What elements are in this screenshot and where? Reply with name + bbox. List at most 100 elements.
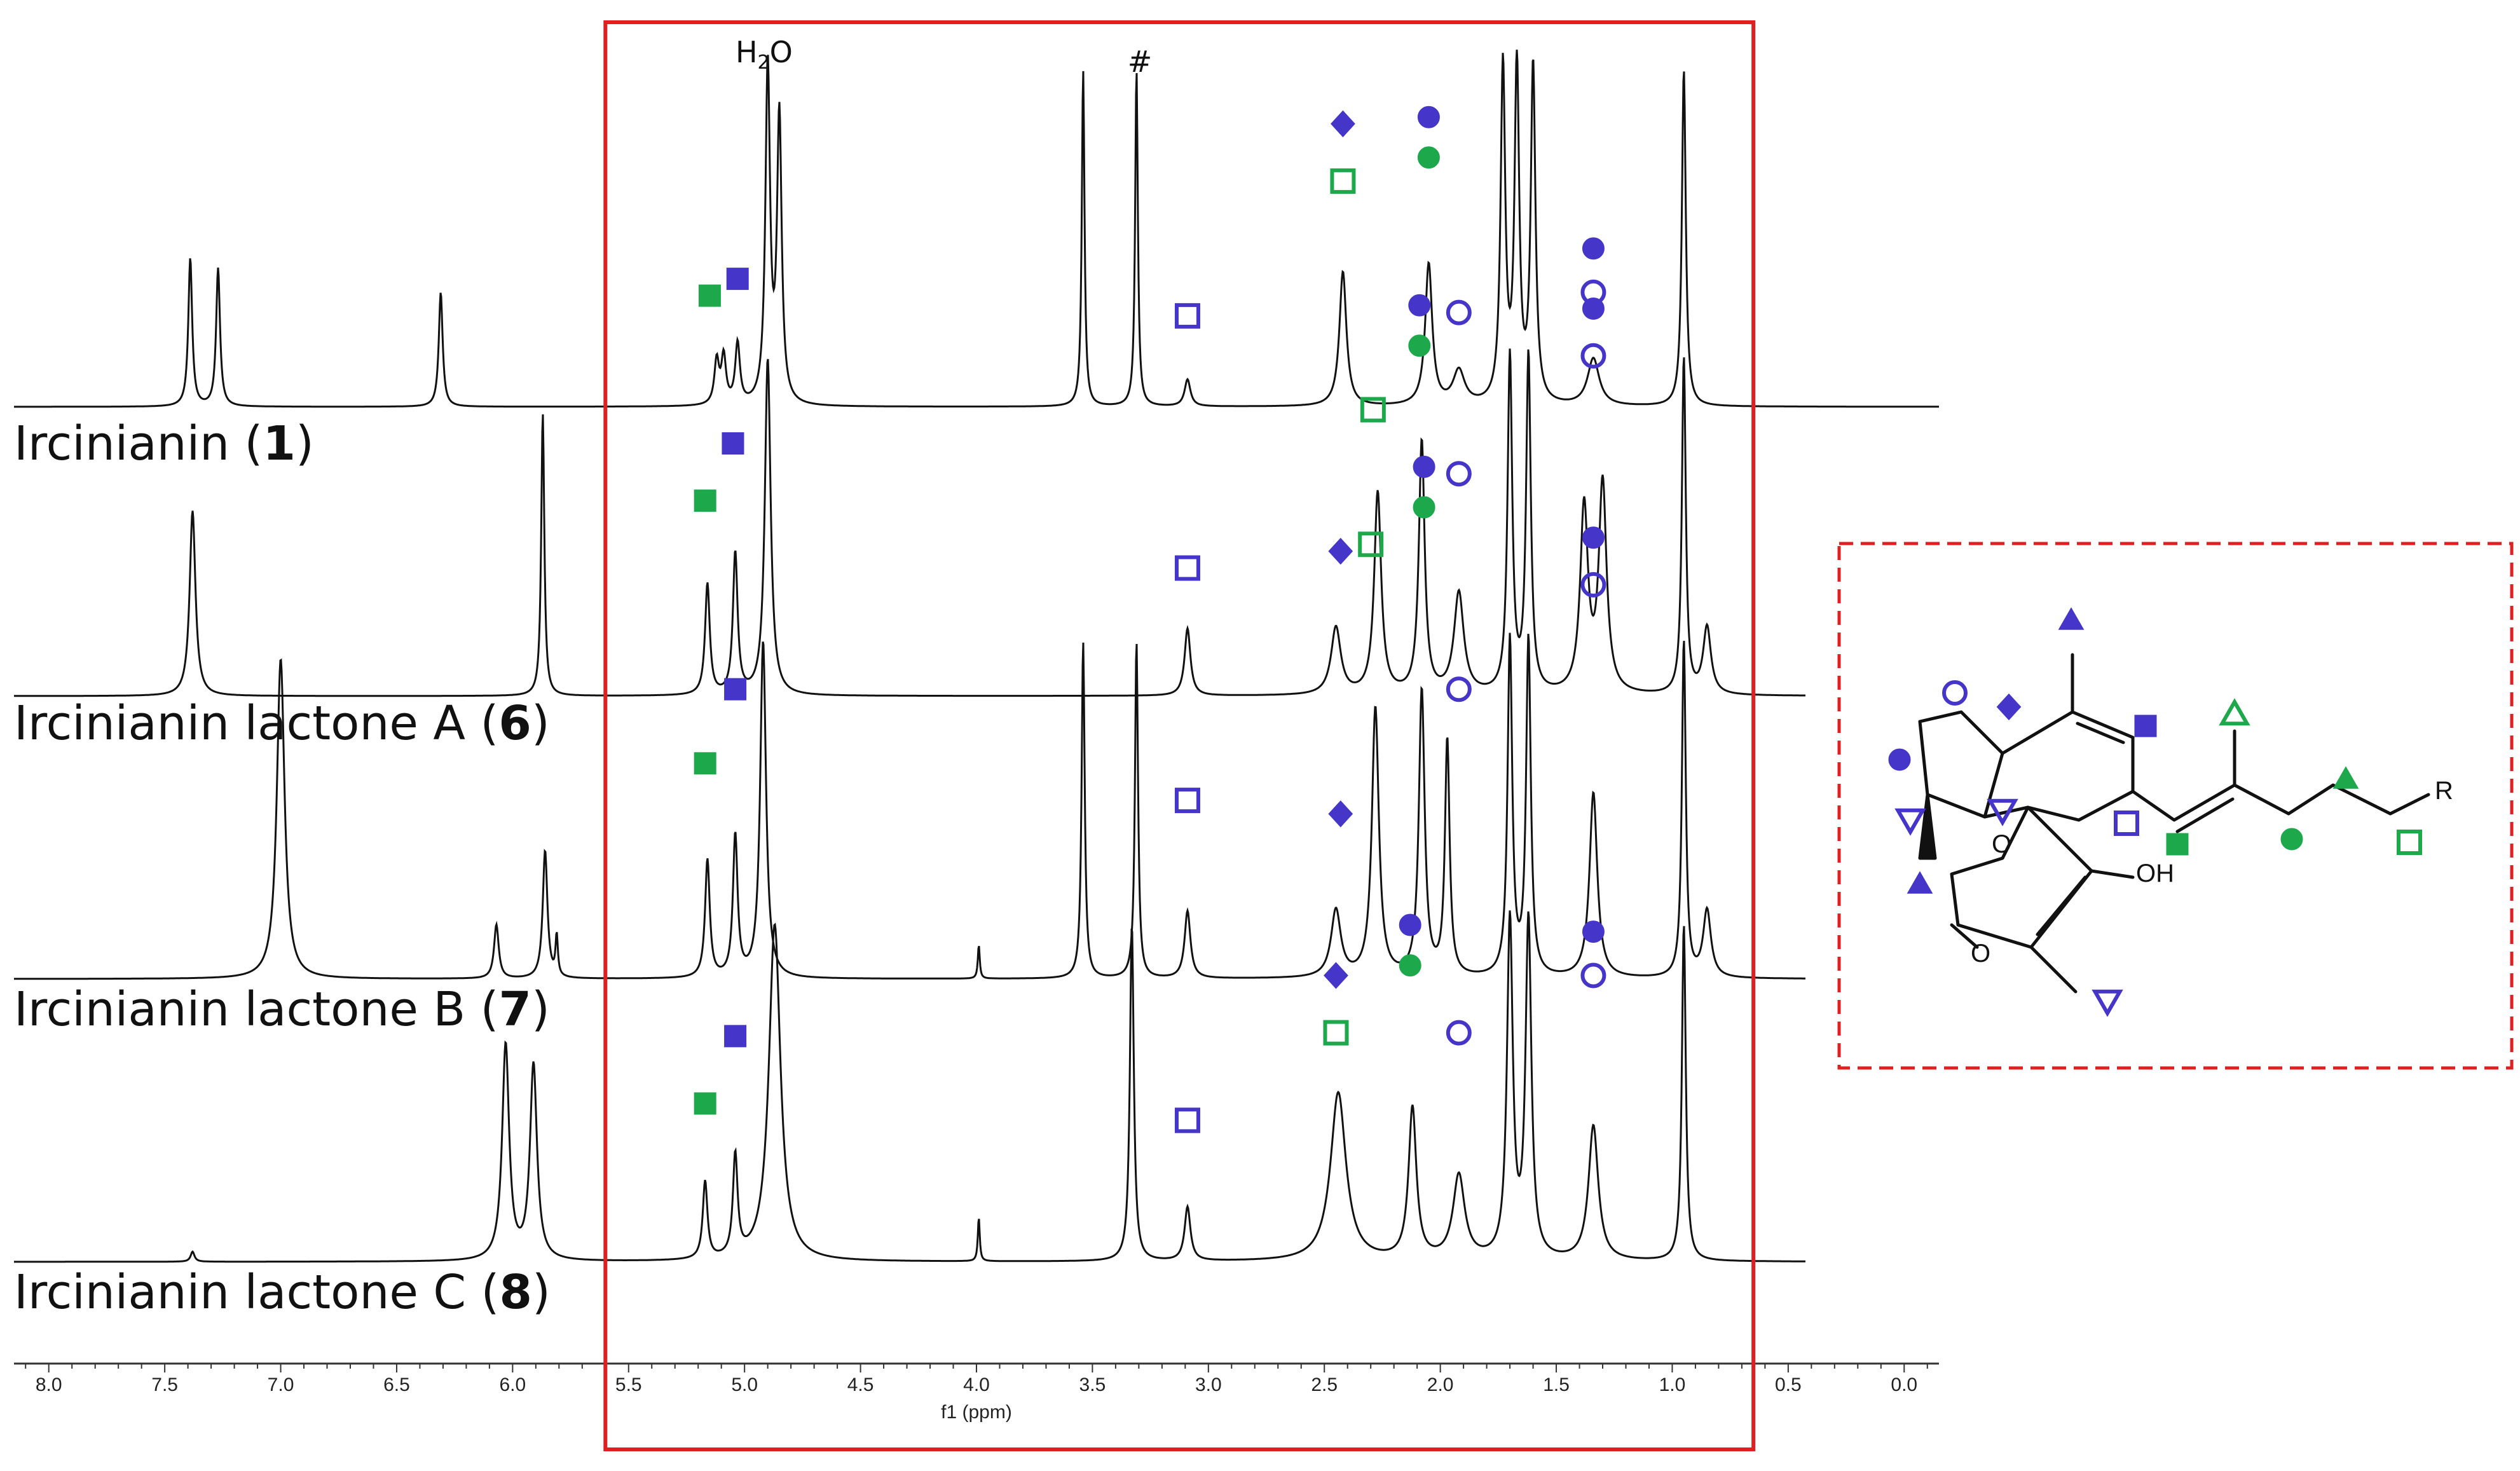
square-marker [2114,811,2139,836]
triangle-down-marker [1987,798,2018,826]
square-marker [722,432,744,455]
spectrum-trace [14,50,1939,408]
square-marker [694,752,716,775]
x-tick-label: 8.0 [35,1374,62,1395]
square-marker [1358,531,1384,558]
highlight-box [603,20,1756,1451]
x-tick-label: 6.0 [499,1374,526,1395]
x-tick-label: 7.5 [151,1374,178,1395]
square-marker [1174,555,1200,581]
square-marker [1174,788,1200,814]
x-tick-label: 4.0 [963,1374,990,1395]
triangle-up-marker [2219,698,2250,726]
triangle-up-marker [2332,766,2359,789]
x-axis-title: f1 (ppm) [941,1402,1012,1423]
circle-marker [1408,334,1431,357]
x-tick-label: 2.5 [1311,1374,1338,1395]
spectrum-trace [14,348,1805,697]
ring-oxygen-label: O [1992,830,2012,858]
square-marker [698,284,721,307]
lactone-double-bond [2036,875,2087,936]
circle-marker [1580,343,1606,369]
hydroxyl-label: OH [2136,859,2174,887]
carbonyl-bond [1950,923,1979,949]
cyclohexene-ring [1983,710,2135,822]
square-marker [1174,1107,1200,1133]
square-marker [694,1092,716,1115]
circle-marker [1417,106,1440,128]
x-tick-label: 5.0 [731,1374,758,1395]
spectrum-label-1: Ircinianin (1) [14,416,314,471]
diamond-marker [1996,693,2022,721]
x-tick-label: 5.5 [615,1374,642,1395]
square-marker [724,678,747,701]
square-marker [1174,303,1200,329]
spectrum-label-6: Ircinianin lactone A (6) [14,696,550,751]
circle-marker [1399,954,1421,977]
x-tick-label: 0.0 [1891,1374,1918,1395]
square-marker [2134,715,2157,737]
square-marker [726,268,749,291]
enol-bond [2090,869,2135,879]
circle-marker [2280,828,2303,851]
x-tick-label: 3.5 [1079,1374,1106,1395]
lactone-methyl [2029,945,2078,994]
cyclopentane-ring [1918,710,2004,819]
side-chain [2131,783,2430,822]
circle-marker [1413,496,1435,519]
triangle-up-marker [1907,871,1933,894]
spectrum-traces [14,50,1939,1263]
square-marker [1323,1020,1349,1046]
square-marker [2397,830,2422,855]
diamond-marker [1324,962,1348,989]
diamond-marker [1328,537,1353,565]
circle-marker [1582,526,1605,549]
lactone-ring [1950,805,2093,949]
x-axis [14,1362,1939,1372]
spectrum-label-7: Ircinianin lactone B (7) [14,982,550,1037]
x-tick-label: 0.5 [1775,1374,1802,1395]
water-peak-label: H2O [735,35,793,74]
x-tick-label: 3.0 [1195,1374,1222,1395]
square-marker [1330,168,1356,194]
circle-marker [1582,237,1605,260]
diamond-marker [1328,800,1353,828]
circle-marker [1417,146,1440,169]
triangle-down-marker [1894,808,1926,836]
structure-markers [1888,607,2422,1017]
circle-marker [1888,748,1911,771]
square-marker [1360,397,1386,423]
structure-box [1837,542,2514,1070]
circle-marker [1446,676,1472,702]
x-tick-label: 1.0 [1659,1374,1686,1395]
circle-marker [1580,571,1606,598]
assignment-markers [694,106,1606,1133]
r-group-label: R [2435,777,2453,805]
spectrum-trace [14,633,1805,980]
triangle-up-marker [2058,607,2085,630]
cyclohexene-double-bond [2076,722,2125,744]
x-tick-label: 4.5 [847,1374,874,1395]
side-chain-double-bond [2175,797,2235,833]
carbonyl-oxygen-label: O [1971,940,1991,968]
circle-marker [1446,299,1472,325]
x-tick-label: 1.5 [1543,1374,1570,1395]
circle-marker [1580,962,1606,989]
circle-marker [1446,1020,1472,1046]
chemical-structure [1918,653,2430,994]
solvent-peak-label: # [1127,44,1153,79]
circle-marker [1399,913,1421,936]
square-marker [694,489,716,512]
circle-marker [1446,461,1472,487]
x-tick-label: 2.0 [1427,1374,1454,1395]
square-marker [724,1025,747,1048]
circle-marker [1413,455,1435,478]
wedge-bond [1918,793,1937,860]
circle-marker [1942,680,1968,706]
diamond-marker [1331,110,1355,137]
spectrum-label-8: Ircinianin lactone C (8) [14,1265,551,1320]
square-marker [2166,833,2189,856]
x-tick-label: 7.0 [267,1374,294,1395]
